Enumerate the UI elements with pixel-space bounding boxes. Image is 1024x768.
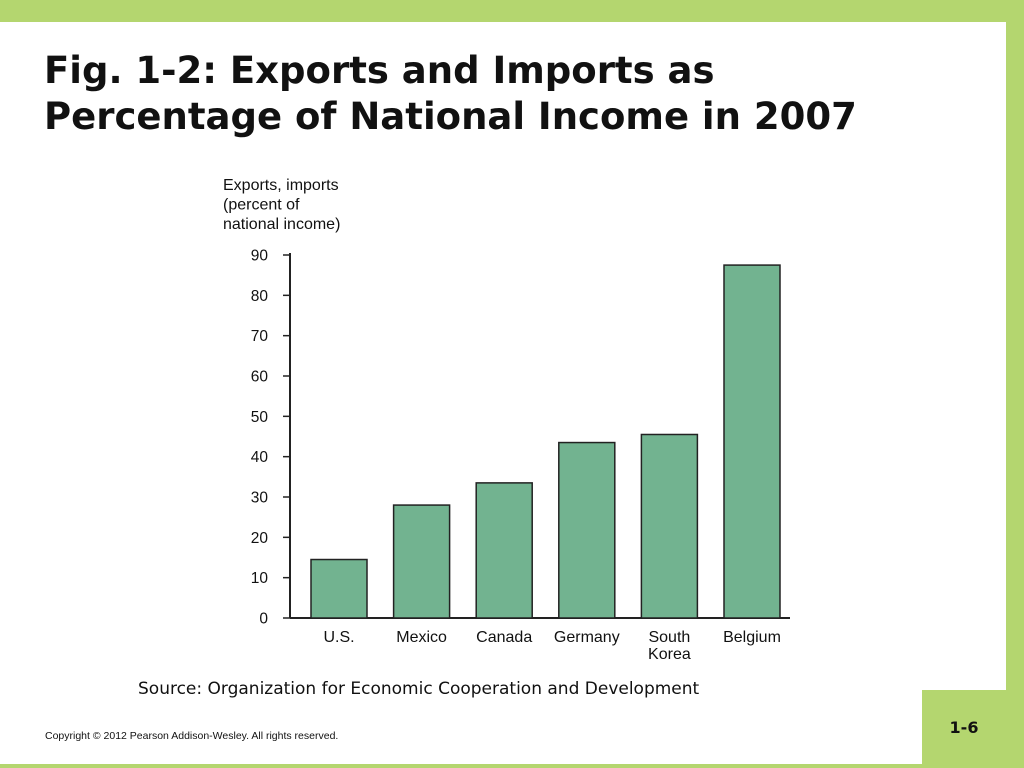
y-axis-label-line: Exports, imports [223, 177, 339, 194]
x-tick-label: Belgium [723, 629, 781, 646]
x-tick-label: South [648, 629, 690, 646]
y-tick-label: 70 [251, 328, 269, 345]
x-tick-label: Mexico [396, 629, 447, 646]
slide-title: Fig. 1-2: Exports and Imports as Percent… [44, 48, 994, 140]
slide-frame-bottom [0, 764, 1024, 768]
y-tick-label: 80 [251, 288, 269, 305]
slide-title-line-2: Percentage of National Income in 2007 [44, 95, 857, 138]
x-tick-label: Germany [554, 629, 620, 646]
bar [723, 264, 781, 619]
bar [558, 441, 616, 619]
y-axis-label-line: national income) [223, 216, 340, 233]
y-tick-label: 30 [251, 490, 269, 507]
source-note: Source: Organization for Economic Cooper… [138, 679, 700, 699]
x-tick-label: Canada [476, 629, 532, 646]
bar [392, 504, 451, 619]
bar [475, 482, 533, 619]
x-tick-label: U.S. [323, 629, 354, 646]
slide-frame-right [1006, 0, 1024, 768]
y-tick-label: 20 [251, 530, 269, 547]
y-tick-label: 50 [251, 409, 269, 426]
y-axis-label-line: (percent of [223, 197, 300, 214]
copyright-notice: Copyright © 2012 Pearson Addison-Wesley.… [45, 730, 339, 742]
y-tick-label: 40 [251, 449, 269, 466]
slide-title-line-1: Fig. 1-2: Exports and Imports as [44, 49, 715, 92]
y-tick-label: 90 [251, 248, 269, 265]
bar [310, 558, 368, 619]
x-tick-label: Korea [648, 646, 691, 663]
slide-frame-top [0, 0, 1024, 22]
page-number-box: 1-6 [922, 690, 1006, 764]
y-tick-label: 60 [251, 369, 269, 386]
bar [640, 433, 699, 619]
page-number: 1-6 [949, 717, 979, 737]
y-tick-label: 0 [259, 611, 268, 628]
y-tick-label: 10 [251, 570, 269, 587]
